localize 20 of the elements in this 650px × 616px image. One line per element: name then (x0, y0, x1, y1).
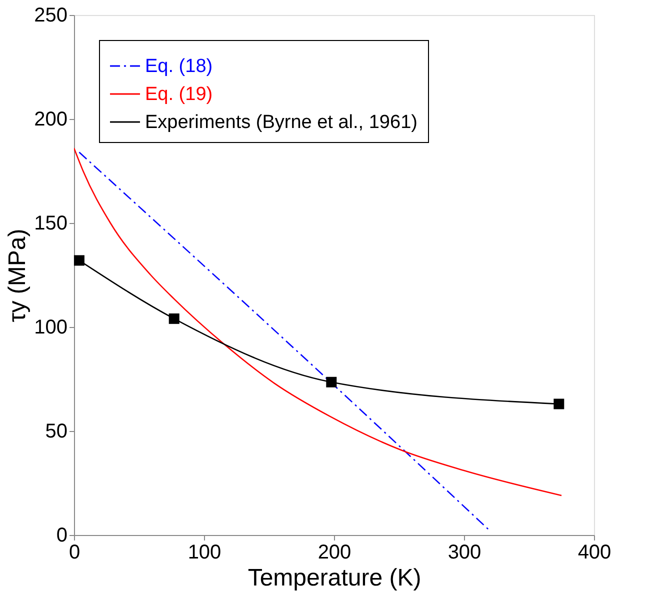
point (326, 376, 337, 388)
x-tick-label: 300 (448, 542, 482, 564)
legend-label: Eq. (18) (145, 56, 213, 77)
point (74, 255, 84, 266)
point (554, 398, 564, 410)
y-tick-label: 50 (45, 420, 68, 442)
y-tick-label: 100 (34, 316, 68, 338)
y-tick-label: 200 (34, 108, 68, 130)
x-tick-label: 400 (578, 542, 612, 564)
legend-label: Eq. (19) (145, 84, 213, 105)
x-tick-label: 200 (318, 542, 352, 564)
y-tick-label: 250 (34, 4, 68, 26)
point (168, 313, 180, 324)
line-series (74, 147, 562, 496)
x-tick-label: 100 (188, 542, 222, 564)
legend-label: Experiments (Byrne et al., 1961) (145, 112, 418, 133)
y-axis-title: τy (MPa) (4, 228, 32, 322)
x-axis-title: Temperature (K) (248, 564, 422, 592)
y-tick-label: 0 (56, 524, 68, 546)
y-tick-label: 150 (34, 212, 68, 234)
